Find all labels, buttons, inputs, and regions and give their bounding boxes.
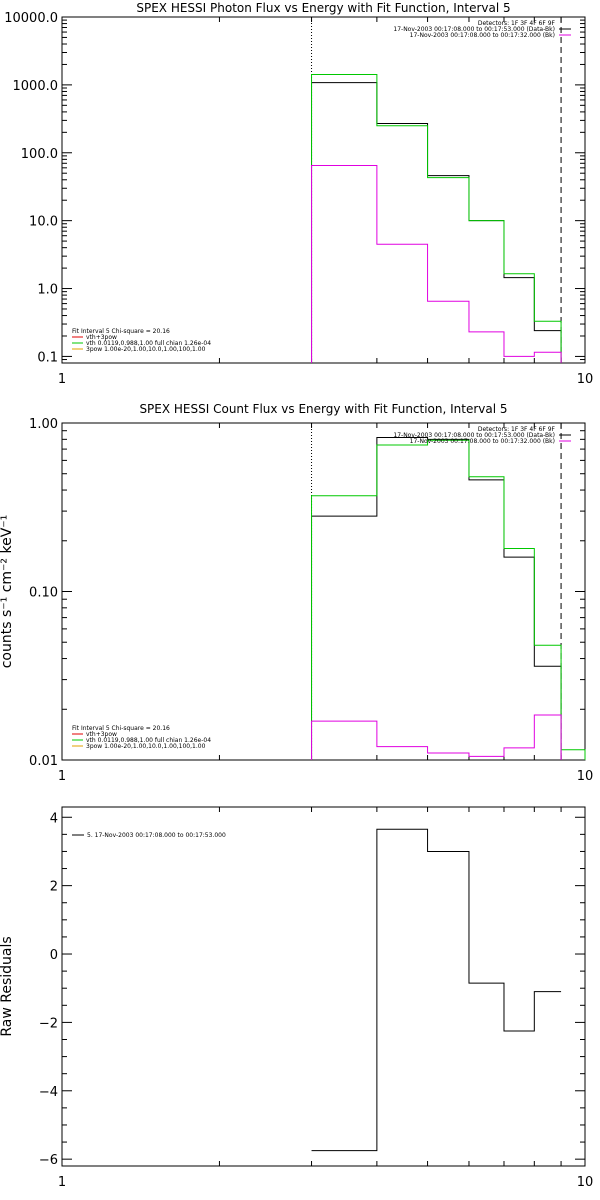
legend-bottom-left-line: Fit Interval 5 Chi-square = 20.16 — [72, 725, 170, 732]
plot-frame — [61, 806, 586, 1167]
legend-top-right-line: 17-Nov-2003 00:17:08.000 to 00:17:32.000… — [410, 32, 555, 39]
legend-bottom-left-line: vth+3pow — [86, 731, 117, 738]
y-tick-label: 4 — [50, 811, 58, 826]
legend-top-right-line: Detectors: 1F 3F 4F 6F 9F — [478, 20, 556, 27]
y-tick-label: 100.0 — [21, 147, 58, 162]
x-tick-label: 1 — [58, 372, 66, 387]
x-tick-label: 10 — [577, 372, 594, 387]
y-tick-label: 0.01 — [29, 754, 58, 769]
chart-title: SPEX HESSI Count Flux vs Energy with Fit… — [139, 402, 507, 416]
y-tick-label: 1.0 — [37, 283, 58, 298]
legend-top-left-line: 5. 17-Nov-2003 00:17:08.000 to 00:17:53.… — [87, 832, 226, 839]
legend-bottom-left-line: 3pow 1.00e-20,1.00,10.0,1.00,100,1.00 — [86, 743, 206, 750]
y-tick-label: 10.0 — [29, 215, 58, 230]
y-tick-label: 1000.0 — [13, 79, 59, 94]
y-tick-label: −4 — [39, 1085, 58, 1100]
chart-panel-3: 1 10 −6 −4 −2 0 2 4 Raw Residuals 5. 17-Nov-2003 … — [0, 806, 594, 1190]
legend-top-right-line: 17-Nov-2003 00:17:08.000 to 00:17:53.000… — [393, 26, 555, 33]
x-tick-label: 10 — [577, 1175, 594, 1190]
y-tick-label: −6 — [39, 1153, 58, 1168]
legend-bottom-left-line: vth 0.0119,0.988,1.00 full chian 1.26e-0… — [86, 737, 211, 744]
series-3-step-line — [311, 164, 562, 363]
series-1-step-line — [311, 437, 562, 760]
y-tick-label: 0.10 — [29, 586, 58, 601]
y-tick-label: 2 — [50, 880, 58, 895]
x-tick-label: 1 — [58, 1175, 66, 1190]
legend-top-right-line: 17-Nov-2003 00:17:08.000 to 00:17:32.000… — [410, 438, 555, 445]
y-axis-label: counts s⁻¹ cm⁻² keV⁻¹ — [0, 515, 15, 669]
y-tick-label: −2 — [39, 1016, 58, 1031]
chart-panel-1: SPEX HESSI Photon Flux vs Energy with Fi… — [4, 1, 593, 387]
y-tick-label: 0 — [50, 948, 58, 963]
x-tick-label: 1 — [58, 769, 66, 784]
y-tick-label: 0.1 — [37, 350, 58, 365]
series-3-step-line — [311, 714, 562, 760]
x-tick-label: 10 — [577, 769, 594, 784]
plot-frame — [61, 16, 586, 364]
series-1-step-line — [311, 82, 562, 363]
legend-bottom-left-line: vth+3pow — [86, 334, 117, 341]
legend-top-right-line: Detectors: 1F 3F 4F 6F 9F — [478, 426, 556, 433]
plot-frame — [61, 422, 586, 761]
legend-bottom-left-line: vth 0.0119,0.988,1.00 full chian 1.26e-0… — [86, 340, 211, 347]
y-axis-label: Raw Residuals — [0, 936, 15, 1036]
legend-top-right-line: 17-Nov-2003 00:17:08.000 to 00:17:53.000… — [393, 432, 555, 439]
series-1-step-line — [311, 828, 562, 1152]
legend-bottom-left-line: Fit Interval 5 Chi-square = 20.16 — [72, 328, 170, 335]
y-tick-label: 1.00 — [29, 417, 58, 432]
chart-panel-2: SPEX HESSI Count Flux vs Energy with Fit… — [0, 402, 593, 784]
series-2-step-line — [311, 439, 586, 760]
legend-bottom-left-line: 3pow 1.00e-20,1.00,10.0,1.00,100,1.00 — [86, 346, 206, 353]
y-tick-label: 10000.0 — [4, 11, 58, 26]
series-2-step-line — [311, 74, 562, 363]
chart-title: SPEX HESSI Photon Flux vs Energy with Fi… — [136, 1, 510, 15]
